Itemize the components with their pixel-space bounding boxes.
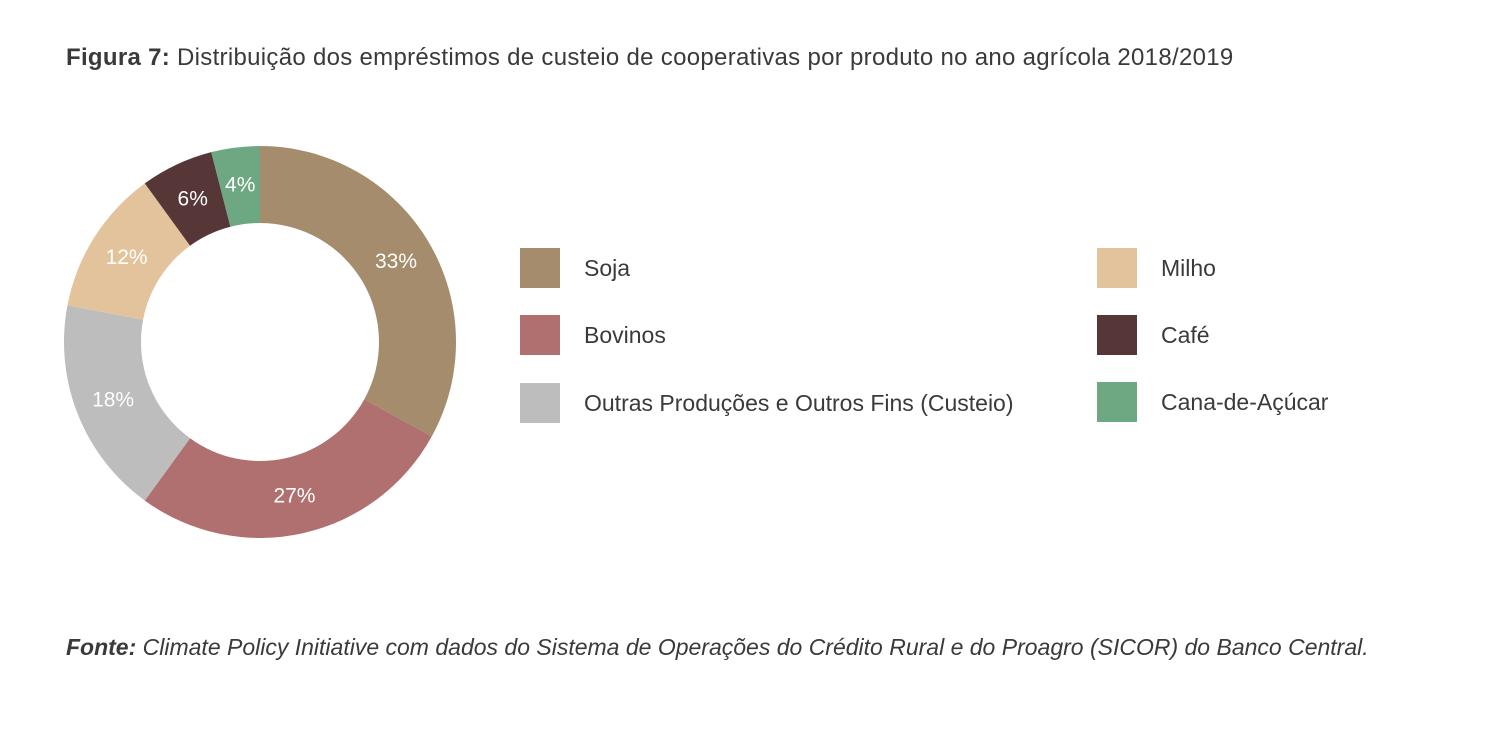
slice-label-1: 33% xyxy=(375,250,417,273)
slice-label-5: 6% xyxy=(178,188,208,211)
figure-caption: Distribuição dos empréstimos de custeio … xyxy=(170,44,1234,71)
legend-item-bovinos: Bovinos xyxy=(520,314,666,356)
legend-item-soja: Soja xyxy=(520,247,630,289)
slice-label-4: 12% xyxy=(106,246,148,269)
donut-slice-6 xyxy=(211,146,260,227)
slice-label-6: 4% xyxy=(225,174,255,197)
legend-swatch xyxy=(520,248,560,288)
donut-slice-4 xyxy=(67,183,191,320)
legend-swatch xyxy=(520,383,560,423)
donut-slice-1 xyxy=(260,146,456,437)
slice-label-3: 18% xyxy=(92,389,134,412)
legend-label: Cana-de-Açúcar xyxy=(1161,388,1329,415)
slice-label-2: 27% xyxy=(273,485,315,508)
legend-item-cafe: Café xyxy=(1097,314,1210,356)
legend-swatch xyxy=(1097,248,1137,288)
source-label: Fonte: xyxy=(66,634,137,660)
donut-chart: 33% 27% 18% 12% 6% 4% xyxy=(63,146,456,538)
figure-number: Figura 7: xyxy=(66,44,171,71)
legend-label: Café xyxy=(1161,321,1210,348)
legend-label: Milho xyxy=(1161,254,1216,281)
donut-slices xyxy=(63,146,456,538)
legend-label: Outras Produções e Outros Fins (Custeio) xyxy=(584,389,1014,416)
donut-slice-5 xyxy=(144,152,231,246)
donut-slice-2 xyxy=(144,399,432,538)
legend-swatch xyxy=(1097,315,1137,355)
figure-source: Fonte: Climate Policy Initiative com dad… xyxy=(66,634,1369,661)
legend-swatch xyxy=(1097,382,1137,422)
figure-title: Figura 7: Distribuição dos empréstimos d… xyxy=(66,44,1234,72)
donut-slice-labels: 33% 27% 18% 12% 6% 4% xyxy=(92,174,417,508)
legend-label: Bovinos xyxy=(584,321,666,348)
legend-item-cana: Cana-de-Açúcar xyxy=(1097,381,1328,423)
legend-item-milho: Milho xyxy=(1097,247,1216,289)
legend-label: Soja xyxy=(584,254,631,281)
legend-swatch xyxy=(520,315,560,355)
source-text: Climate Policy Initiative com dados do S… xyxy=(136,634,1369,660)
donut-slice-3 xyxy=(63,305,191,501)
legend-item-outras: Outras Produções e Outros Fins (Custeio) xyxy=(520,382,1014,424)
